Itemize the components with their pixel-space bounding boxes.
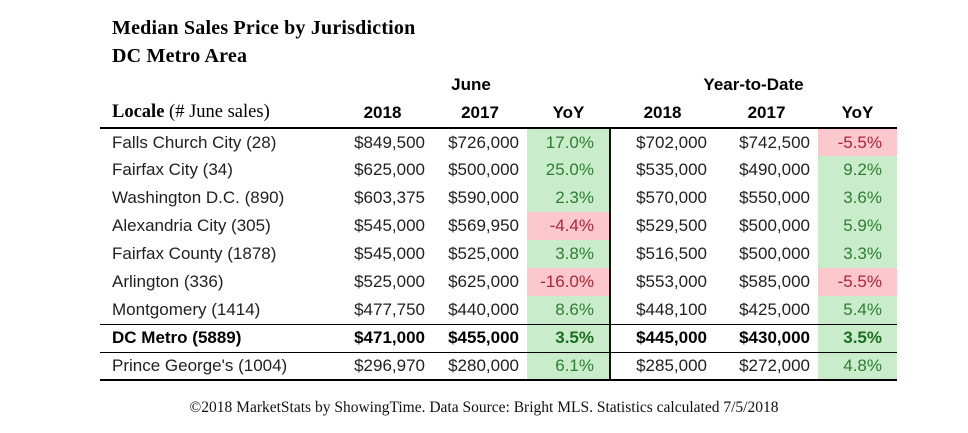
june-yoy-cell: 6.1% <box>527 352 610 381</box>
june-yoy-cell: -16.0% <box>527 268 610 296</box>
june-2018-cell: $545,000 <box>354 216 425 235</box>
june-yoy-column-header: YoY <box>527 98 610 129</box>
ytd-2017-column-header: 2017 <box>715 98 818 129</box>
table-row: Prince George's (1004) $296,970 $280,000… <box>100 352 897 381</box>
ytd-2018-cell: $702,000 <box>609 128 715 156</box>
locale-cell: Fairfax County (1878) <box>112 244 277 263</box>
column-group-header-row: June Year-to-Date <box>100 72 897 98</box>
june-2017-cell: $625,000 <box>448 272 519 291</box>
table-row: Falls Church City (28) $849,500 $726,000… <box>100 128 897 156</box>
table-row: Arlington (336) $525,000 $625,000 -16.0%… <box>100 268 897 296</box>
june-2018-cell: $525,000 <box>354 272 425 291</box>
june-yoy-cell: -4.4% <box>527 212 610 240</box>
june-yoy-cell: 3.8% <box>527 240 610 268</box>
ytd-yoy-cell: 3.5% <box>818 324 897 353</box>
ytd-2017-cell: $490,000 <box>739 160 810 179</box>
ytd-2018-cell: $448,100 <box>609 296 715 325</box>
june-yoy-cell: 17.0% <box>527 128 610 156</box>
ytd-2017-cell: $272,000 <box>715 352 818 381</box>
ytd-2018-cell: $445,000 <box>609 324 715 353</box>
june-yoy-cell: 3.5% <box>527 324 610 353</box>
copyright-footer: ©2018 MarketStats by ShowingTime. Data S… <box>189 399 779 416</box>
june-2017-cell: $590,000 <box>448 188 519 207</box>
june-yoy-cell: 8.6% <box>527 296 610 325</box>
june-2017-cell: $726,000 <box>448 132 519 152</box>
title-block: Median Sales Price by Jurisdiction DC Me… <box>112 14 415 70</box>
june-2017-cell: $500,000 <box>448 160 519 179</box>
ytd-yoy-cell: 5.9% <box>818 212 897 240</box>
june-2017-cell: $440,000 <box>433 296 527 325</box>
locale-cell: Fairfax City (34) <box>112 160 233 179</box>
locale-cell: Arlington (336) <box>112 272 224 291</box>
table-row: Fairfax County (1878) $545,000 $525,000 … <box>100 240 897 268</box>
column-header-row: Locale (# June sales) 2018 2017 YoY 2018… <box>100 98 897 129</box>
ytd-2018-cell: $535,000 <box>609 156 715 184</box>
june-2018-cell: $296,970 <box>332 352 433 381</box>
ytd-yoy-cell: 5.4% <box>818 296 897 325</box>
june-2018-cell: $849,500 <box>354 132 425 152</box>
locale-header-bold: Locale <box>112 102 165 122</box>
ytd-2017-cell: $585,000 <box>739 272 810 291</box>
table-row: DC Metro (5889) $471,000 $455,000 3.5% $… <box>100 324 897 353</box>
ytd-2018-cell: $285,000 <box>609 352 715 381</box>
june-2018-cell: $603,375 <box>354 188 425 207</box>
june-yoy-cell: 2.3% <box>527 184 610 212</box>
locale-cell: Prince George's (1004) <box>100 352 332 381</box>
page-title: Median Sales Price by Jurisdiction <box>112 17 416 39</box>
june-2017-cell: $525,000 <box>448 244 519 263</box>
ytd-2017-cell: $500,000 <box>739 216 810 235</box>
ytd-2018-cell: $553,000 <box>609 268 715 296</box>
page-subtitle: DC Metro Area <box>112 45 248 67</box>
ytd-2018-cell: $529,500 <box>609 212 715 240</box>
ytd-2018-cell: $570,000 <box>609 184 715 212</box>
table-body: Falls Church City (28) $849,500 $726,000… <box>100 128 897 381</box>
ytd-yoy-cell: 3.3% <box>818 240 897 268</box>
ytd-yoy-cell: 9.2% <box>818 156 897 184</box>
ytd-2017-cell: $742,500 <box>739 132 810 152</box>
locale-cell: Washington D.C. (890) <box>112 188 285 207</box>
ytd-2017-cell: $500,000 <box>739 244 810 263</box>
ytd-2018-column-header: 2018 <box>610 98 715 129</box>
ytd-yoy-cell: -5.5% <box>818 128 897 156</box>
table-row: Montgomery (1414) $477,750 $440,000 8.6%… <box>100 296 897 325</box>
ytd-2017-cell: $550,000 <box>739 188 810 207</box>
ytd-yoy-cell: -5.5% <box>818 268 897 296</box>
ytd-yoy-cell: 4.8% <box>818 352 897 381</box>
june-2017-column-header: 2017 <box>433 98 527 129</box>
ytd-yoy-cell: 3.6% <box>818 184 897 212</box>
locale-cell: Falls Church City (28) <box>112 132 277 152</box>
ytd-2018-cell: $516,500 <box>609 240 715 268</box>
june-2017-cell: $280,000 <box>433 352 527 381</box>
ytd-yoy-column-header: YoY <box>818 98 897 129</box>
locale-column-header: Locale (# June sales) <box>100 98 332 129</box>
locale-cell: DC Metro (5889) <box>100 324 332 353</box>
june-2018-cell: $471,000 <box>332 324 433 353</box>
locale-cell: Alexandria City (305) <box>112 216 271 235</box>
june-2018-column-header: 2018 <box>332 98 433 129</box>
table-row: Fairfax City (34) $625,000 $500,000 25.0… <box>100 156 897 184</box>
table-row: Alexandria City (305) $545,000 $569,950 … <box>100 212 897 240</box>
locale-header-note: (# June sales) <box>164 102 270 122</box>
june-2017-cell: $455,000 <box>433 324 527 353</box>
june-2018-cell: $545,000 <box>354 244 425 263</box>
june-2018-cell: $477,750 <box>332 296 433 325</box>
june-yoy-cell: 25.0% <box>527 156 610 184</box>
ytd-2017-cell: $425,000 <box>715 296 818 325</box>
june-2017-cell: $569,950 <box>448 216 519 235</box>
group-header-june: June <box>451 75 491 94</box>
june-2018-cell: $625,000 <box>354 160 425 179</box>
table-row: Washington D.C. (890) $603,375 $590,000 … <box>100 184 897 212</box>
ytd-2017-cell: $430,000 <box>715 324 818 353</box>
locale-cell: Montgomery (1414) <box>100 296 332 325</box>
group-header-spacer <box>100 72 332 98</box>
median-sales-price-table: June Year-to-Date Locale (# June sales) … <box>100 72 897 381</box>
group-header-year-to-date: Year-to-Date <box>703 75 804 94</box>
